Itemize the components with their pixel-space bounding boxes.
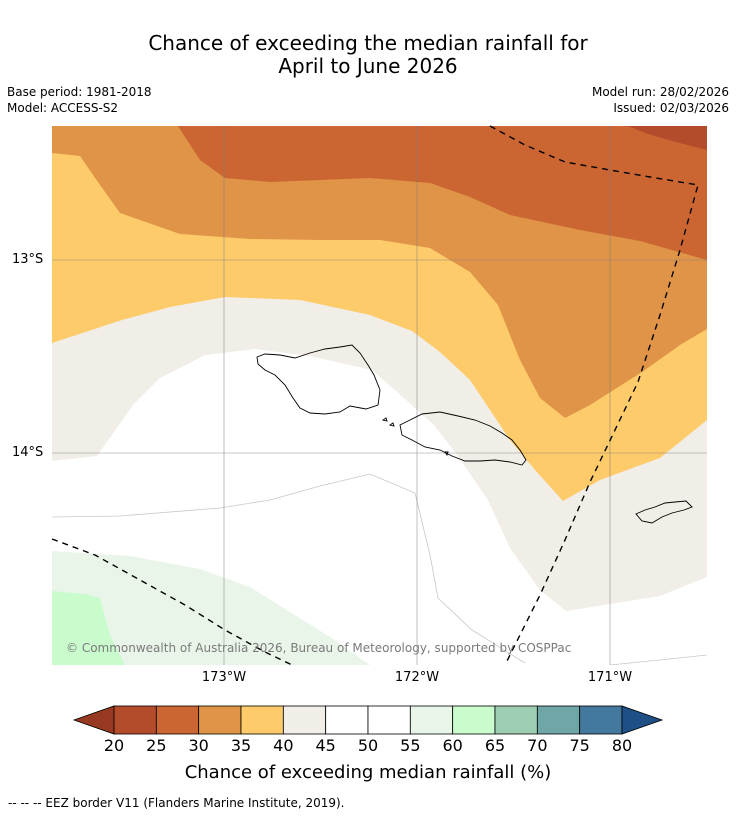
colorbar-label: Chance of exceeding median rainfall (%) [184, 762, 552, 783]
small-islet [388, 422, 395, 427]
colorbar-swatch [113, 705, 157, 735]
map-title-line-1: Chance of exceeding the median rainfall … [148, 31, 588, 55]
upolu-island [399, 411, 527, 466]
issued-label: Issued: 02/03/2026 [613, 101, 729, 115]
colorbar-swatch [494, 705, 538, 735]
colorbar-tick-label: 80 [611, 736, 633, 755]
colorbar-low-extend [72, 705, 115, 735]
band-25-30 [178, 126, 707, 260]
colorbar-swatch [282, 705, 327, 735]
lon-label-171w: 171°W [587, 670, 633, 685]
colorbar-swatch [367, 705, 411, 735]
colorbar-high-extend [621, 705, 664, 735]
band-55-60 [52, 551, 370, 665]
band-60-65 [52, 591, 125, 665]
tutuila-island [635, 500, 693, 524]
colorbar-tick-label: 45 [315, 736, 336, 755]
colorbar-tick-label: 70 [527, 736, 548, 755]
colorbar-swatch [579, 705, 623, 735]
band-20-25 [628, 126, 707, 150]
base-period-label: Base period: 1981-2018 [7, 85, 152, 99]
colorbar-tick-label: 65 [484, 736, 506, 755]
lon-label-173w: 173°W [201, 670, 247, 685]
colorbar-tick-label: 30 [188, 736, 209, 755]
lat-label-14s: 14°S [12, 445, 44, 460]
savaii-island [256, 344, 381, 415]
model-label: Model: ACCESS-S2 [7, 101, 119, 115]
colorbar-tick-label: 60 [442, 736, 463, 755]
colorbar [72, 705, 664, 735]
colorbar-tick-label: 20 [103, 736, 125, 755]
colorbar-tick-label: 50 [357, 736, 379, 755]
colorbar-swatch [240, 705, 284, 735]
model-run-label: Model run: 28/02/2026 [591, 85, 729, 99]
colorbar-tick-label: 55 [400, 736, 421, 755]
coastlines [256, 344, 693, 524]
colorbar-swatch [452, 705, 496, 735]
colorbar-swatch [198, 705, 242, 735]
colorbar-swatch [536, 705, 581, 735]
map-title-line-2: April to June 2026 [278, 54, 458, 78]
colorbar-swatch [325, 705, 369, 735]
colorbar-tick-label: 25 [146, 736, 167, 755]
lon-label-172w: 172°W [394, 670, 440, 685]
colorbar-swatches [113, 705, 623, 735]
copyright-notice: © Commonwealth of Australia 2026, Bureau… [66, 641, 572, 655]
eez-border [51, 125, 699, 666]
colorbar-tick-label: 75 [569, 736, 590, 755]
small-islet [381, 417, 388, 422]
eez-legend: -- -- -- EEZ border V11 (Flanders Marine… [8, 796, 345, 810]
colorbar-tick-label: 35 [230, 736, 252, 755]
lat-label-13s: 13°S [12, 252, 44, 267]
graticule [52, 126, 707, 665]
small-islet [444, 451, 449, 457]
colorbar-tick-label: 40 [273, 736, 294, 755]
colorbar-swatch [409, 705, 454, 735]
colorbar-swatch [155, 705, 200, 735]
